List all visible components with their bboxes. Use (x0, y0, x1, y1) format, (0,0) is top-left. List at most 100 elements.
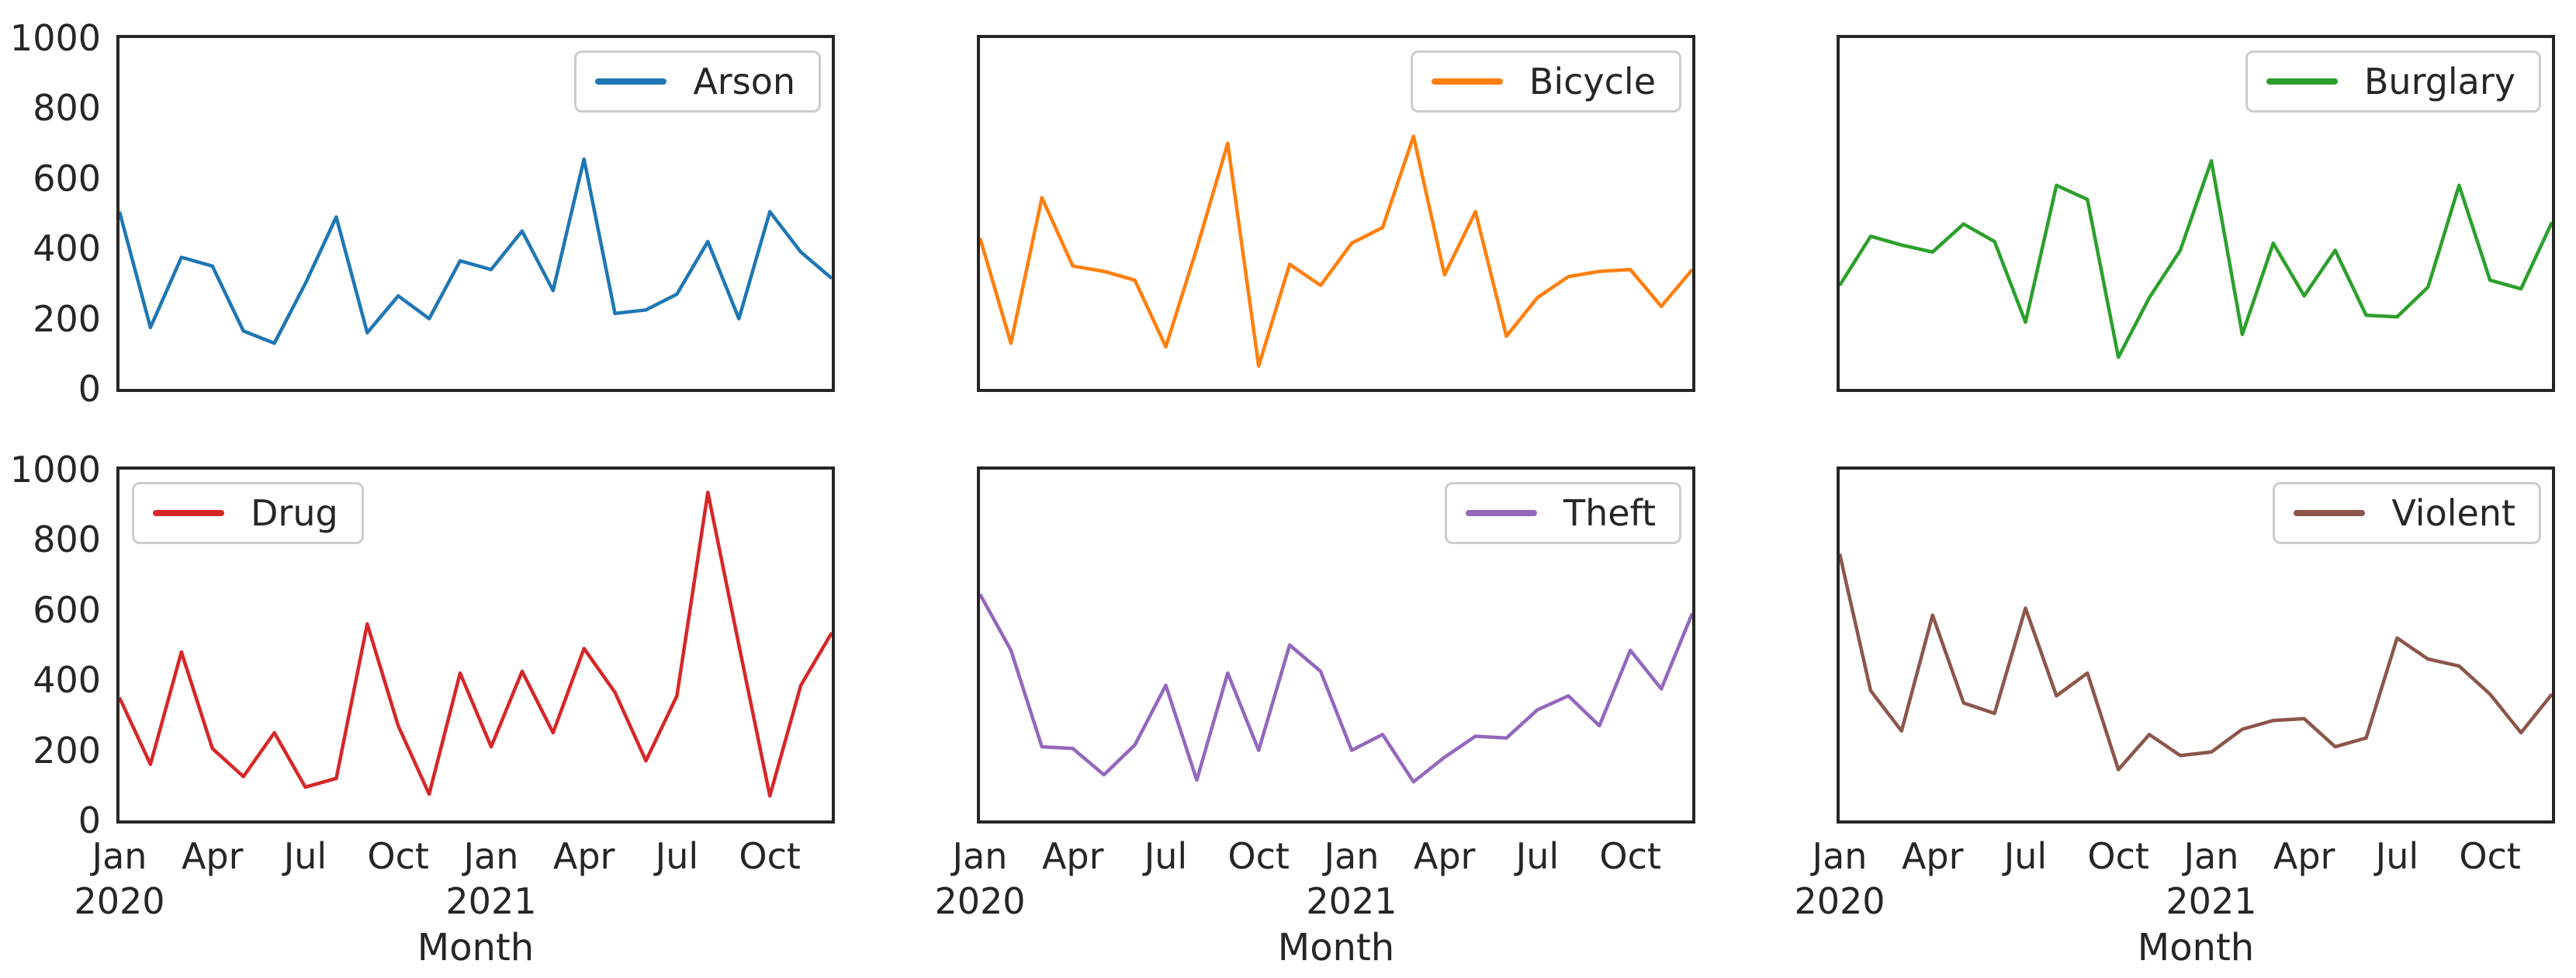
xtick-line1: Jul (283, 835, 327, 877)
xtick-line1: Oct (367, 835, 429, 877)
legend-line-arson-icon (595, 78, 667, 85)
xtick-line1: Jan (1324, 835, 1380, 877)
xtick-line1: Oct (2087, 835, 2149, 877)
ytick-label: 600 (33, 588, 101, 631)
ytick-label: 200 (33, 729, 101, 772)
legend-bicycle: Bicycle (1410, 50, 1681, 113)
xtick-label: Jan 2021 (445, 834, 536, 924)
line-violent (1840, 553, 2552, 772)
line-bicycle (980, 134, 1692, 368)
subplot-burglary: Burglary (1837, 35, 2555, 392)
plot-area-arson (119, 157, 832, 345)
xtick-line2: 2021 (2166, 879, 2257, 922)
ytick-label: 800 (33, 87, 101, 130)
xtick-line2: 2021 (1306, 879, 1397, 922)
xtick-label: Apr (1414, 834, 1476, 879)
xtick-label: Jan 2021 (1306, 834, 1397, 924)
xtick-line1: Jan (463, 835, 519, 877)
plot-area-burglary (1840, 158, 2552, 359)
xtick-line2: 2020 (1794, 879, 1885, 922)
xtick-line1: Apr (1901, 835, 1964, 877)
legend-arson: Arson (574, 50, 821, 113)
line-theft (980, 593, 1692, 784)
xtick-line2: 2021 (445, 879, 537, 922)
xtick-label: Apr (1902, 834, 1964, 879)
ytick-label: 0 (78, 799, 101, 841)
legend-label-drug: Drug (251, 492, 338, 534)
subplot-arson: Arson 0 200 400 600 800 1000 (10, 20, 835, 407)
xtick-label: Apr (2273, 834, 2335, 879)
xtick-label: Oct (2459, 834, 2521, 879)
line-drug (119, 491, 832, 798)
xlabel-month: Month (2137, 926, 2255, 969)
legend-label-arson: Arson (693, 61, 795, 102)
xtick-label: Oct (739, 834, 801, 879)
line-arson (119, 157, 832, 345)
xtick-line1: Oct (739, 835, 801, 877)
ytick-label: 1000 (9, 17, 101, 59)
xtick-line1: Jul (2003, 835, 2048, 877)
legend-line-drug-icon (153, 510, 224, 516)
xtick-label: Apr (182, 834, 244, 879)
xlabel-month: Month (417, 926, 535, 969)
xlabel-month: Month (1277, 926, 1395, 969)
ytick-label: 600 (33, 157, 101, 199)
legend-line-bicycle-icon (1431, 78, 1503, 85)
xtick-line1: Jan (1812, 835, 1868, 877)
xtick-label: Jan 2020 (1794, 834, 1885, 924)
xtick-line1: Oct (1599, 835, 1661, 877)
xtick-line1: Apr (1413, 835, 1476, 877)
xtick-line1: Jan (2183, 835, 2239, 877)
xtick-label: Jan 2020 (934, 834, 1025, 924)
plot-area-bicycle (980, 134, 1692, 368)
xtick-label: Apr (1042, 834, 1104, 879)
line-burglary (1840, 158, 2552, 359)
xtick-line1: Jul (2375, 835, 2419, 877)
xtick-line1: Jul (655, 835, 699, 877)
xtick-line1: Apr (2273, 835, 2335, 877)
legend-line-theft-icon (1466, 510, 1538, 516)
legend-violent: Violent (2273, 482, 2541, 544)
legend-label-theft: Theft (1563, 492, 1656, 534)
ytick-label: 400 (33, 227, 101, 270)
xtick-label: Oct (2087, 834, 2149, 879)
ytick-label: 1000 (9, 449, 101, 491)
legend-theft: Theft (1445, 482, 1681, 544)
xtick-label: Oct (367, 834, 429, 879)
xtick-label: Jan 2020 (74, 834, 164, 924)
plot-area-theft (980, 593, 1692, 784)
legend-line-violent-icon (2294, 510, 2366, 516)
subplot-drug: Drug 0 200 400 600 800 1000 Jan 2020 Apr Jul Oct Jan… (10, 452, 835, 966)
xtick-label: Jan 2021 (2166, 834, 2256, 924)
ytick-label: 400 (33, 659, 101, 702)
subplot-violent: Violent Jan 2020 Apr Jul Oct Jan 2021 Apr Jul Oct M… (1794, 466, 2555, 966)
xtick-label: Oct (1599, 834, 1661, 879)
xtick-line1: Apr (181, 835, 244, 877)
legend-label-violent: Violent (2391, 492, 2515, 534)
plot-area-violent (1840, 553, 2552, 772)
xtick-line1: Oct (1227, 835, 1290, 877)
xtick-label: Jul (1144, 834, 1188, 879)
subplot-theft: Theft Jan 2020 Apr Jul Oct Jan 2021 Apr Jul Oct Mon… (934, 466, 1695, 966)
plot-area-drug (119, 491, 832, 798)
xtick-line1: Jan (952, 835, 1008, 877)
xtick-label: Jul (284, 834, 327, 879)
legend-label-bicycle: Bicycle (1529, 61, 1656, 102)
xtick-label: Apr (553, 834, 615, 879)
xtick-line1: Apr (552, 835, 615, 877)
xtick-label: Jul (1516, 834, 1560, 879)
xtick-line1: Jan (92, 835, 147, 877)
legend-drug: Drug (132, 482, 364, 544)
xtick-line2: 2020 (934, 879, 1026, 922)
xtick-line1: Jul (1515, 835, 1560, 877)
legend-burglary: Burglary (2245, 50, 2541, 113)
xtick-label: Jul (2004, 834, 2048, 879)
ytick-label: 800 (33, 518, 101, 561)
xtick-line1: Oct (2459, 835, 2521, 877)
legend-line-burglary-icon (2266, 78, 2338, 85)
subplot-bicycle: Bicycle (977, 35, 1695, 392)
ytick-label: 0 (78, 368, 101, 410)
legend-label-burglary: Burglary (2363, 61, 2515, 102)
xtick-label: Jul (656, 834, 699, 879)
